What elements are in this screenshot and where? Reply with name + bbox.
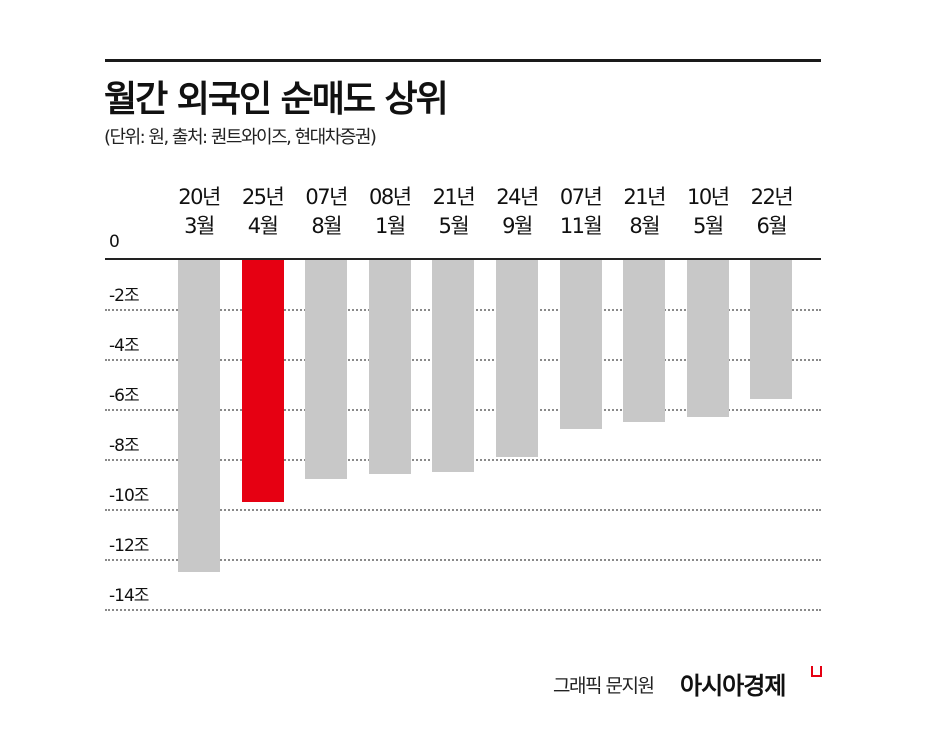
category-label: 24년 9월 xyxy=(496,185,539,238)
title-rule xyxy=(105,59,821,62)
y-zero-label: 0 xyxy=(109,232,120,252)
category-label: 10년 5월 xyxy=(687,185,730,238)
bar xyxy=(623,260,666,422)
chart-title: 월간 외국인 순매도 상위 xyxy=(104,79,449,120)
y-tick-label: -6조 xyxy=(109,386,140,406)
bar xyxy=(496,260,538,457)
brand-logo: 아시아경제 xyxy=(680,672,786,700)
category-label: 07년 11월 xyxy=(559,185,603,238)
gridline xyxy=(105,509,821,511)
brand-mark-icon xyxy=(811,666,822,677)
category-label: 07년 8월 xyxy=(305,185,348,238)
bar xyxy=(686,260,729,417)
bar-highlighted xyxy=(241,260,284,502)
zero-axis-line xyxy=(105,258,821,260)
y-tick-label: -12조 xyxy=(109,536,149,556)
gridline xyxy=(105,559,821,561)
y-tick-label: -4조 xyxy=(109,336,140,356)
category-label: 25년 4월 xyxy=(241,185,285,238)
bar xyxy=(368,260,411,474)
y-tick-label: -14조 xyxy=(109,586,149,606)
bar xyxy=(178,260,220,572)
bar xyxy=(559,260,602,429)
bar xyxy=(305,260,348,479)
bar xyxy=(750,260,793,399)
category-label: 21년 8월 xyxy=(623,185,666,238)
graphic-credit: 그래픽 문지원 xyxy=(553,675,655,697)
y-tick-label: -2조 xyxy=(109,286,140,306)
bar xyxy=(432,260,475,472)
category-label: 22년 6월 xyxy=(750,185,794,238)
category-label: 08년 1월 xyxy=(369,185,412,238)
category-label: 21년 5월 xyxy=(432,185,476,238)
chart-subtitle: (단위: 원, 출처: 퀀트와이즈, 현대차증권) xyxy=(104,127,377,148)
category-label: 20년 3월 xyxy=(178,185,221,238)
y-tick-label: -10조 xyxy=(109,486,149,506)
y-tick-label: -8조 xyxy=(109,436,140,456)
gridline xyxy=(105,609,821,611)
